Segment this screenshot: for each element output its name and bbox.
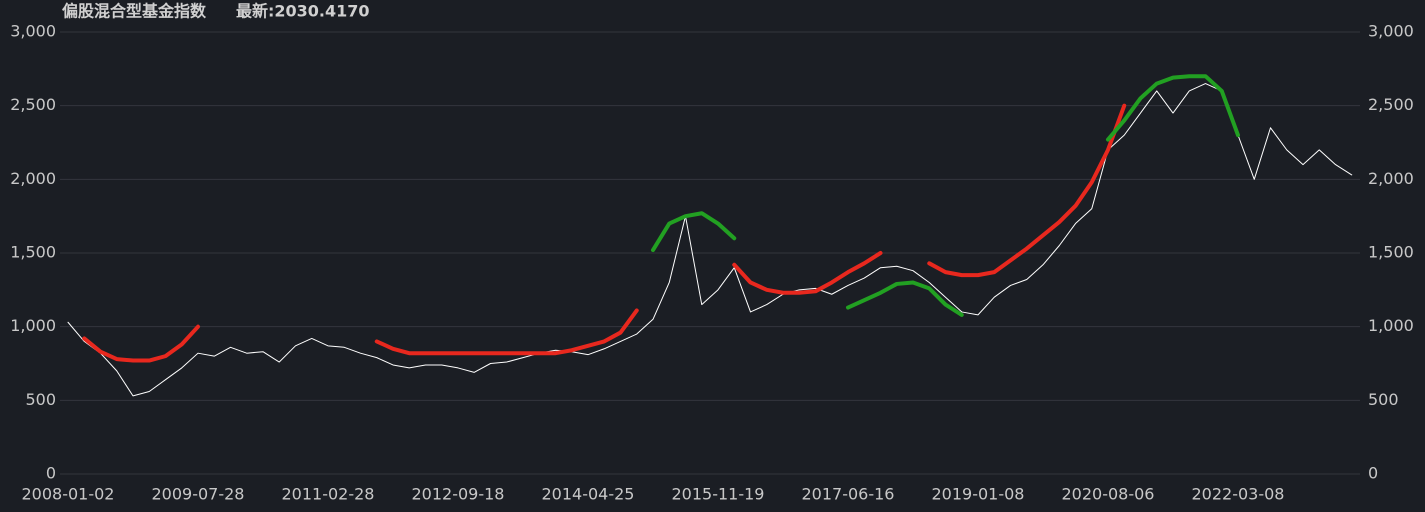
y-tick-label: 3,000 <box>10 22 56 41</box>
y2-tick-label: 2,000 <box>1368 169 1414 188</box>
y2-tick-label: 3,000 <box>1368 22 1414 41</box>
y-tick-label: 2,000 <box>10 169 56 188</box>
x-tick-label: 2022-03-08 <box>1192 485 1285 504</box>
x-tick-label: 2020-08-06 <box>1062 485 1155 504</box>
y2-tick-label: 1,500 <box>1368 243 1414 262</box>
y-tick-label: 1,500 <box>10 243 56 262</box>
x-tick-label: 2017-06-16 <box>802 485 895 504</box>
y-tick-label: 500 <box>25 390 56 409</box>
chart-subtitle: 最新:2030.4170 <box>236 2 370 21</box>
x-tick-label: 2009-07-28 <box>152 485 245 504</box>
x-tick-label: 2011-02-28 <box>282 485 375 504</box>
y-tick-label: 1,000 <box>10 316 56 335</box>
y-tick-label: 2,500 <box>10 95 56 114</box>
y2-tick-label: 0 <box>1368 464 1378 483</box>
x-tick-label: 2008-01-02 <box>22 485 115 504</box>
y2-tick-label: 1,000 <box>1368 316 1414 335</box>
x-tick-label: 2012-09-18 <box>412 485 505 504</box>
y2-tick-label: 2,500 <box>1368 95 1414 114</box>
chart-title: 偏股混合型基金指数 <box>62 2 207 21</box>
series-line <box>651 74 1240 317</box>
series-line <box>67 83 1353 397</box>
x-tick-label: 2019-01-08 <box>932 485 1025 504</box>
series-line <box>82 103 1127 363</box>
x-tick-label: 2014-04-25 <box>542 485 635 504</box>
y-tick-label: 0 <box>46 464 56 483</box>
y2-tick-label: 500 <box>1368 390 1399 409</box>
x-tick-label: 2015-11-19 <box>672 485 765 504</box>
